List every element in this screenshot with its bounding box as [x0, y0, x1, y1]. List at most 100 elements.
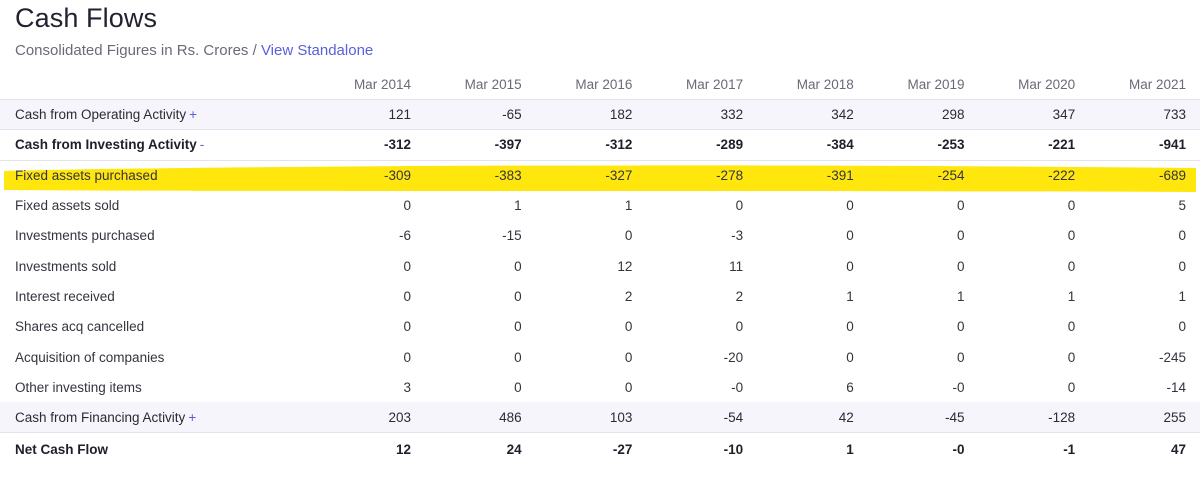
- table-cell: 0: [846, 349, 854, 365]
- row-label[interactable]: Cash from Financing Activity +: [0, 402, 315, 433]
- table-cell: -1: [978, 432, 1090, 466]
- table-cell: -397: [424, 129, 536, 161]
- table-cell: -10: [646, 432, 758, 466]
- table-cell: 24: [424, 432, 536, 466]
- table-cell: 0: [624, 228, 633, 244]
- table-cell: 0: [735, 319, 744, 335]
- table-cell: -0: [731, 379, 744, 395]
- units-text: Consolidated Figures in Rs. Crores /: [15, 42, 261, 59]
- row-label: Investments sold: [15, 258, 117, 274]
- table-row-investments-sold: Investments sold 0 0 12 11 0 0 0 0: [0, 251, 1200, 281]
- table-cell: 203: [314, 402, 425, 433]
- table-row-other-investing-items: Other investing items 3 0 0 -0 6 -0 0 -1…: [0, 372, 1200, 402]
- table-cell: 0: [735, 198, 744, 214]
- table-cell: 6: [846, 379, 854, 395]
- table-cell: -54: [646, 402, 758, 433]
- label-column-header: [0, 70, 314, 100]
- table-cell: 0: [403, 258, 411, 274]
- table-cell: -15: [502, 228, 522, 244]
- table-cell: -128: [978, 402, 1090, 433]
- table-cell: 0: [624, 319, 633, 335]
- table-cell: -221: [978, 129, 1090, 161]
- table-cell: 47: [1089, 432, 1200, 466]
- table-cell: -309: [383, 167, 411, 183]
- table-cell: -689: [1158, 167, 1186, 183]
- row-label: Acquisition of companies: [15, 349, 165, 365]
- table-row-investments-purchased: Investments purchased -6 -15 0 -3 0 0 0 …: [0, 221, 1200, 251]
- row-label[interactable]: Cash from Operating Activity +: [0, 98, 315, 130]
- table-cell: 0: [956, 258, 965, 274]
- table-cell: 1: [757, 432, 868, 466]
- row-label: Net Cash Flow: [0, 432, 315, 466]
- table-cell: 298: [867, 98, 979, 130]
- table-cell: -253: [867, 129, 979, 161]
- table-cell: 12: [314, 432, 425, 466]
- table-cell: 1: [1178, 288, 1186, 304]
- expand-toggle[interactable]: +: [189, 107, 197, 123]
- row-label: Other investing items: [15, 379, 142, 395]
- table-cell: -65: [424, 98, 536, 130]
- table-cell: -384: [757, 129, 868, 161]
- table-cell: 12: [617, 258, 633, 274]
- table-cell: -327: [605, 167, 633, 183]
- table-cell: 0: [1067, 379, 1076, 395]
- table-cell: 255: [1089, 402, 1200, 433]
- table-cell: -312: [535, 129, 647, 161]
- column-header: Mar 2020: [1018, 77, 1076, 92]
- table-cell: 3: [403, 379, 411, 395]
- table-row-fixed-assets-sold: Fixed assets sold 0 1 1 0 0 0 0 5: [0, 190, 1200, 220]
- table-cell: 1: [1067, 288, 1076, 304]
- table-cell: -254: [937, 167, 965, 183]
- table-cell: 0: [1178, 258, 1186, 274]
- table-row-fixed-assets-purchased: Fixed assets purchased -309 -383 -327 -2…: [0, 160, 1200, 190]
- table-cell: 0: [514, 319, 522, 335]
- table-cell: 2: [624, 288, 633, 304]
- table-cell: 42: [757, 402, 868, 433]
- table-cell: 0: [624, 379, 633, 395]
- collapse-toggle[interactable]: -: [199, 137, 205, 153]
- table-row-operating[interactable]: Cash from Operating Activity + 121 -65 18…: [0, 98, 1200, 130]
- table-cell: -383: [494, 167, 522, 183]
- table-cell: 0: [403, 349, 411, 365]
- table-row-investing[interactable]: Cash from Investing Activity - -312 -397 …: [0, 129, 1200, 161]
- table-cell: 0: [514, 258, 522, 274]
- table-cell: -27: [535, 432, 647, 466]
- table-cell: 103: [535, 402, 647, 433]
- table-cell: 182: [535, 98, 647, 130]
- table-cell: 0: [1178, 228, 1186, 244]
- expand-toggle[interactable]: +: [188, 409, 197, 425]
- table-cell: 0: [1067, 319, 1076, 335]
- table-cell: 0: [403, 288, 411, 304]
- page-title: Cash Flows: [15, 3, 158, 33]
- cash-flow-table: Mar 2014 Mar 2015 Mar 2016 Mar 2017 Mar …: [0, 70, 1200, 466]
- table-cell: -14: [1166, 379, 1186, 395]
- row-label: Fixed assets purchased: [15, 167, 158, 183]
- row-label-text: Cash from Operating Activity: [15, 107, 187, 123]
- table-row-financing[interactable]: Cash from Financing Activity + 203 486 10…: [0, 402, 1200, 433]
- row-label[interactable]: Cash from Investing Activity -: [0, 129, 315, 161]
- table-cell: 733: [1089, 98, 1200, 130]
- column-header: Mar 2019: [907, 77, 965, 92]
- row-label: Fixed assets sold: [15, 198, 120, 214]
- table-cell: 0: [403, 198, 411, 214]
- view-standalone-link[interactable]: View Standalone: [260, 42, 374, 59]
- column-header: Mar 2018: [796, 77, 854, 92]
- table-cell: 1: [514, 198, 522, 214]
- table-row-interest-received: Interest received 0 0 2 2 1 1 1 1: [0, 281, 1200, 311]
- table-cell: 342: [757, 98, 868, 130]
- units-subtitle: Consolidated Figures in Rs. Crores / Vie…: [15, 42, 373, 59]
- table-cell: -941: [1089, 129, 1200, 161]
- table-cell: 11: [729, 258, 744, 274]
- table-cell: 0: [846, 258, 854, 274]
- column-header: Mar 2016: [575, 77, 633, 92]
- table-cell: 0: [514, 379, 522, 395]
- row-label-text: Cash from Investing Activity: [15, 137, 197, 153]
- table-cell: 0: [956, 349, 965, 365]
- table-cell: 0: [514, 288, 522, 304]
- table-cell: 0: [1067, 228, 1076, 244]
- table-cell: 0: [1178, 319, 1186, 335]
- table-cell: 0: [1067, 258, 1076, 274]
- table-cell: 0: [956, 228, 965, 244]
- table-cell: -289: [646, 129, 758, 161]
- table-cell: 1: [624, 198, 633, 214]
